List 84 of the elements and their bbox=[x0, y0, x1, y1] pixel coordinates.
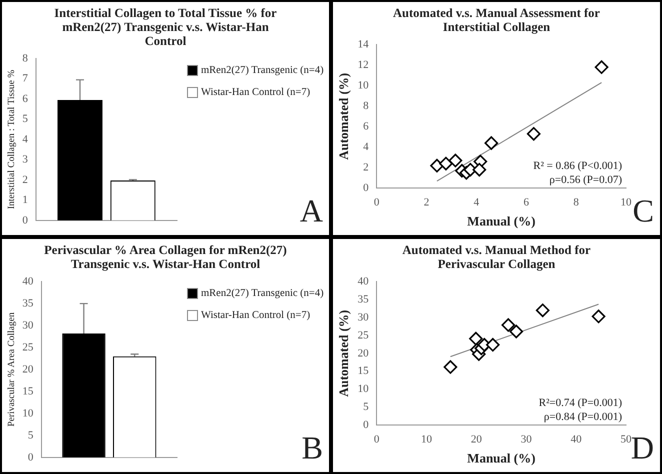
y-tick-label: 0 bbox=[362, 419, 369, 432]
y-axis-title: Perivascular % Area Collagen bbox=[6, 312, 17, 427]
text: B bbox=[301, 429, 322, 466]
point bbox=[463, 162, 477, 177]
x-tick-label: 30 bbox=[520, 434, 532, 446]
y-tick-label: 0 bbox=[22, 214, 28, 226]
point bbox=[526, 127, 540, 141]
y-tick-label: 2 bbox=[22, 174, 28, 186]
y-tick-label: 0 bbox=[362, 182, 369, 194]
x-tick-label: 0 bbox=[373, 434, 380, 446]
y-tick-label: 14 bbox=[357, 38, 369, 50]
point bbox=[472, 162, 486, 177]
annotation: ρ=0.84 (P=0.001) bbox=[543, 411, 622, 424]
x-tick-label: 6 bbox=[522, 196, 529, 209]
x-axis-title: Manual (%) bbox=[466, 214, 535, 229]
y-tick-label: 30 bbox=[22, 319, 34, 332]
point bbox=[448, 154, 462, 168]
y-tick-label: 8 bbox=[362, 100, 369, 112]
chart-title: Automated v.s. Manual Assessment for Interstitial Collagen bbox=[392, 6, 601, 34]
x-tick-label: 4 bbox=[473, 196, 480, 209]
y-tick-label: 1 bbox=[22, 194, 28, 206]
point bbox=[500, 318, 515, 332]
y-tick-label: 10 bbox=[22, 407, 34, 420]
y-axis-title: Interstitial Collagen : Total Tissue % bbox=[6, 70, 17, 210]
y-tick-label: 2 bbox=[362, 162, 368, 174]
y-tick-label: 8 bbox=[22, 52, 28, 64]
x-tick-label: 40 bbox=[570, 434, 582, 446]
y-tick-label: 5 bbox=[362, 401, 369, 414]
chart-title: Automated v.s. Manual Method for Perivascular Collagen bbox=[401, 243, 592, 271]
annotation: ρ=0.56 (P=0.07) bbox=[548, 174, 622, 186]
y-tick-label: 30 bbox=[357, 311, 369, 324]
y-tick-label: 5 bbox=[22, 113, 28, 126]
y-tick-label: 25 bbox=[357, 329, 369, 342]
y-tick-label: 4 bbox=[22, 133, 28, 146]
point bbox=[591, 310, 605, 324]
y-tick-label: 25 bbox=[22, 341, 34, 354]
point bbox=[484, 136, 498, 150]
text: Wistar-Han Control (n=7) bbox=[201, 86, 310, 99]
point bbox=[430, 158, 444, 172]
x-axis-title: Manual (%) bbox=[466, 450, 535, 466]
y-tick-label: 15 bbox=[22, 385, 34, 398]
y-tick-label: 40 bbox=[357, 275, 369, 288]
y-tick-label: 6 bbox=[362, 120, 369, 133]
y-tick-label: 6 bbox=[22, 92, 28, 105]
text: A bbox=[299, 192, 322, 228]
x-tick-label: 8 bbox=[572, 196, 579, 209]
x-tick-label: 10 bbox=[620, 196, 632, 209]
y-tick-label: 4 bbox=[362, 141, 369, 154]
y-tick-label: 10 bbox=[357, 383, 369, 396]
y-tick-label: 35 bbox=[357, 293, 369, 306]
legend-label: mRen2(27) Transgenic (n=4) bbox=[201, 288, 324, 300]
point bbox=[594, 60, 608, 74]
point bbox=[535, 304, 549, 318]
x-tick-label: 50 bbox=[620, 434, 632, 446]
chart-title: Interstitial Collagen to Total Tissue % for mRen2(27) Transgenic v.s. Wistar-Han Control bbox=[53, 6, 278, 48]
annotation: R²=0.74 (P=0.001) bbox=[538, 397, 622, 410]
y-tick-label: 12 bbox=[357, 59, 368, 72]
y-tick-label: 20 bbox=[357, 347, 369, 360]
x-tick-label: 2 bbox=[423, 196, 429, 209]
x-tick-label: 20 bbox=[470, 434, 482, 446]
point bbox=[468, 332, 482, 346]
point bbox=[443, 360, 457, 374]
y-tick-label: 35 bbox=[22, 297, 34, 310]
y-tick-label: 7 bbox=[22, 72, 28, 85]
y-tick-label: 0 bbox=[27, 451, 34, 464]
legend-label: mRen2(27) Transgenic (n=4) bbox=[201, 64, 324, 77]
x-tick-label: 10 bbox=[420, 434, 432, 446]
y-tick-label: 20 bbox=[22, 363, 34, 376]
y-tick-label: 40 bbox=[22, 275, 34, 288]
text: Wistar-Han Control (n=7) bbox=[201, 310, 310, 322]
y-tick-label: 15 bbox=[357, 365, 369, 378]
y-axis-title: Automated (%) bbox=[336, 310, 351, 397]
point bbox=[438, 156, 452, 170]
annotation: R² = 0.86 (P<0.001) bbox=[532, 160, 622, 172]
point bbox=[508, 324, 523, 338]
point bbox=[486, 338, 500, 352]
y-tick-label: 5 bbox=[27, 429, 34, 442]
chart-title: Perivascular % Area Collagen for mRen2(27) Transgenic v.s. Wistar-Han Control bbox=[43, 243, 288, 271]
y-axis-title: Automated (%) bbox=[336, 72, 351, 160]
x-tick-label: 0 bbox=[373, 196, 380, 209]
y-tick-label: 10 bbox=[357, 80, 369, 92]
text: C bbox=[632, 192, 654, 228]
y-tick-label: 3 bbox=[22, 154, 28, 166]
text: D bbox=[630, 429, 654, 466]
